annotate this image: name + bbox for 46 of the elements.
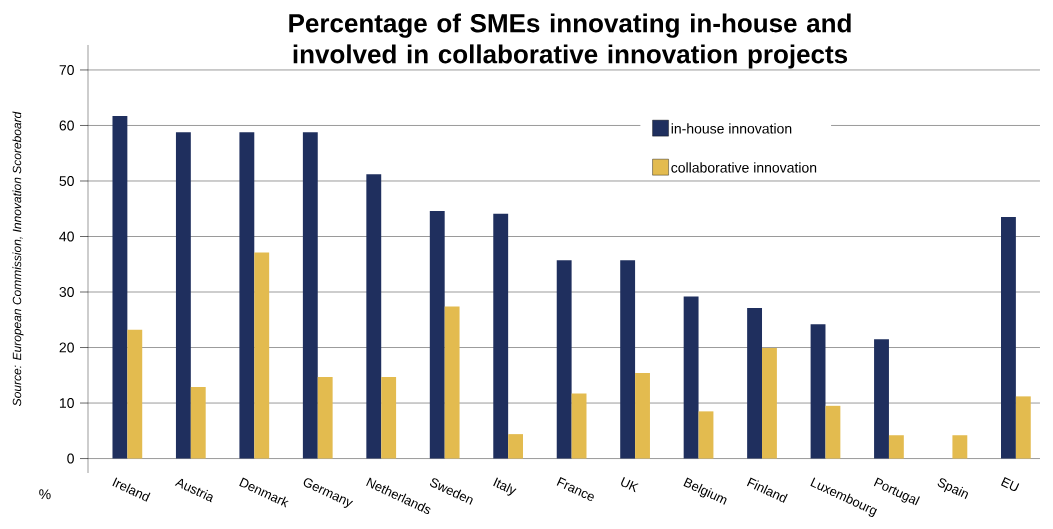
bar <box>317 376 333 459</box>
chart-title: Percentage of SMEs innovating in-house and involved in collaborative innovation projects <box>289 13 851 69</box>
bar <box>493 213 509 459</box>
bar <box>508 434 524 459</box>
y-tick-label: 60 <box>59 120 74 131</box>
bar <box>571 393 587 459</box>
bar <box>127 329 143 459</box>
bar <box>825 405 841 459</box>
x-tick-label: Italy <box>493 477 517 496</box>
bar <box>556 260 572 459</box>
bar <box>1001 217 1016 459</box>
source-note: Source: European Commission, Innovation Scoreboard <box>12 111 24 406</box>
bar <box>381 376 397 459</box>
bar <box>1015 396 1031 459</box>
bar <box>239 132 255 459</box>
y-tick-label: 0 <box>67 453 74 464</box>
bar <box>112 116 128 459</box>
y-axis-title: % <box>39 489 51 500</box>
bar <box>366 174 382 459</box>
y-tick-label: 40 <box>59 231 74 242</box>
bar <box>175 132 191 459</box>
bar <box>762 348 777 459</box>
legend-label: collaborative innovation <box>671 162 817 173</box>
bar <box>683 296 699 459</box>
bar <box>302 132 318 459</box>
bar <box>698 411 714 459</box>
bar <box>952 435 968 459</box>
bar <box>254 252 270 459</box>
bar <box>888 435 904 459</box>
bar <box>874 339 889 459</box>
bar <box>620 260 636 459</box>
y-tick-label: 50 <box>59 176 74 186</box>
legend-label: in-house innovation <box>671 123 792 134</box>
x-tick-label: UK <box>621 477 639 493</box>
bar <box>810 324 826 459</box>
y-tick-label: 70 <box>59 65 74 75</box>
bar <box>190 386 206 459</box>
x-tick-label: Spain <box>937 478 968 499</box>
bar <box>444 306 460 459</box>
y-tick-label: 10 <box>59 398 74 408</box>
x-tick-label: EU <box>1000 477 1020 491</box>
y-tick-label: 20 <box>59 342 74 353</box>
bar <box>747 308 763 459</box>
bar <box>429 210 445 459</box>
bar <box>635 373 650 459</box>
y-tick-label: 30 <box>59 287 74 297</box>
